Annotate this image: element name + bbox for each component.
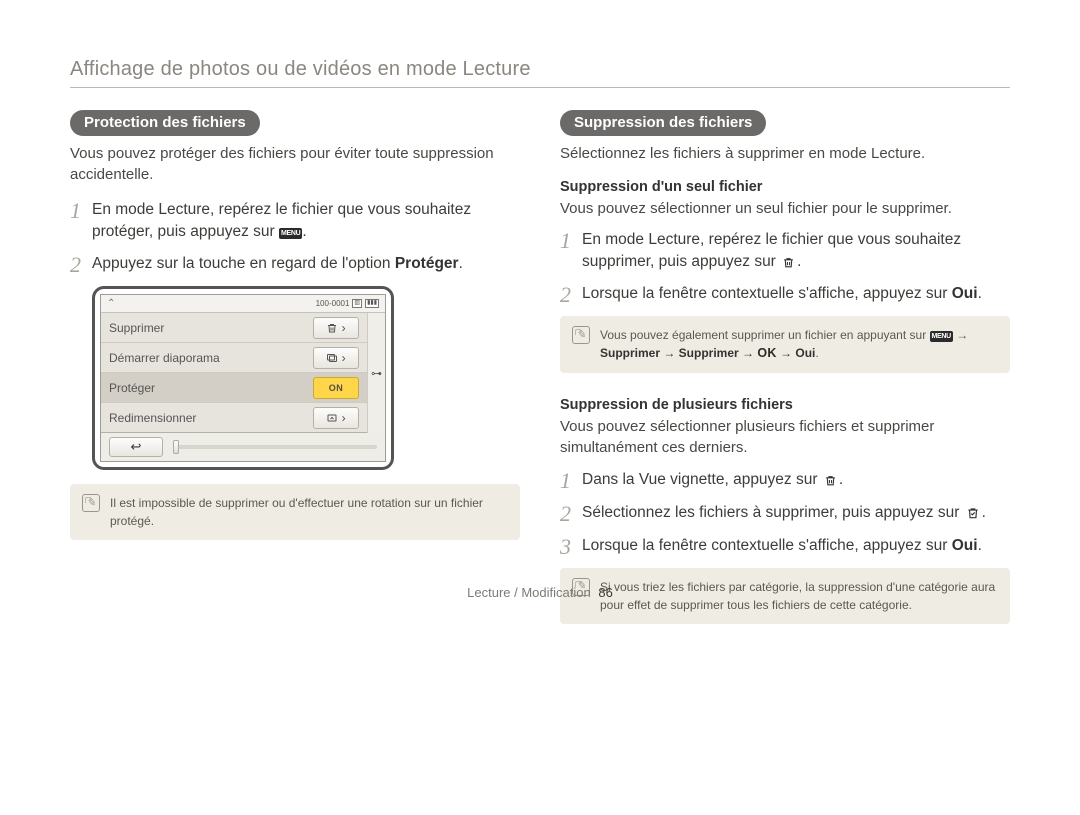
footer-section: Lecture / Modification — [467, 585, 591, 600]
note-icon: ✎ — [572, 326, 590, 344]
subheading: Suppression de plusieurs fichiers — [560, 397, 1010, 413]
file-number: 100-0001 — [316, 299, 350, 308]
menu-row-delete[interactable]: Supprimer › — [101, 313, 367, 343]
steps-protection: 1 En mode Lecture, repérez le fichier qu… — [70, 199, 520, 276]
page-footer: Lecture / Modification 86 — [0, 585, 1080, 600]
note-icon: ✎ — [82, 494, 100, 512]
ok-icon: OK — [757, 344, 776, 363]
battery-icon: ▮▮▮ — [365, 299, 379, 308]
slider-track[interactable] — [173, 445, 377, 449]
note-text: Il est impossible de supprimer ou d'effe… — [110, 494, 508, 530]
menu-label: Supprimer — [109, 321, 313, 335]
on-toggle[interactable]: ON — [313, 377, 359, 399]
subheading: Suppression d'un seul fichier — [560, 179, 1010, 195]
page-title: Affichage de photos ou de vidéos en mode… — [70, 58, 1010, 81]
col-right: Suppression des fichiers Sélectionnez le… — [560, 110, 1010, 624]
bottom-bar: ↩ — [101, 433, 385, 461]
intro-text: Sélectionnez les fichiers à supprimer en… — [560, 144, 1010, 165]
menu-icon: MENU — [930, 331, 953, 342]
step-1: 1 Dans la Vue vignette, appuyez sur . — [560, 469, 1010, 492]
step-1: 1 En mode Lecture, repérez le fichier qu… — [560, 229, 1010, 273]
steps-delete-many: 1 Dans la Vue vignette, appuyez sur . 2 … — [560, 469, 1010, 558]
menu-label: Redimensionner — [109, 411, 313, 425]
step-2: 2 Lorsque la fenêtre contextuelle s'affi… — [560, 283, 1010, 306]
menu-row-slideshow[interactable]: Démarrer diaporama › — [101, 343, 367, 373]
key-icon: ⊶ — [371, 367, 382, 380]
step-2: 2 Sélectionnez les fichiers à supprimer,… — [560, 502, 1010, 525]
section-pill-delete: Suppression des fichiers — [560, 110, 766, 136]
menu-row-resize[interactable]: Redimensionner › — [101, 403, 367, 433]
note-text: Vous pouvez également supprimer un fichi… — [600, 326, 968, 363]
col-left: Protection des fichiers Vous pouvez prot… — [70, 110, 520, 624]
menu-list: Supprimer › Démarrer diaporama › — [101, 313, 385, 433]
step-number: 1 — [70, 200, 92, 243]
manual-page: Affichage de photos ou de vidéos en mode… — [0, 0, 1080, 624]
back-button[interactable]: ↩ — [109, 437, 163, 457]
slider-thumb[interactable] — [173, 440, 179, 454]
section-pill-protection: Protection des fichiers — [70, 110, 260, 136]
rule — [70, 87, 1010, 88]
step-text: Appuyez sur la touche en regard de l'opt… — [92, 255, 395, 272]
step-bold: Protéger — [395, 255, 459, 272]
paragraph: Vous pouvez sélectionner un seul fichier… — [560, 199, 1010, 220]
intro-text: Vous pouvez protéger des fichiers pour é… — [70, 144, 520, 185]
menu-label: Protéger — [109, 381, 313, 395]
step-number: 2 — [70, 254, 92, 276]
note-box: ✎ Vous pouvez également supprimer un fic… — [560, 316, 1010, 373]
chevron-up-icon: ⌃ — [107, 298, 115, 309]
resize-icon[interactable]: › — [313, 407, 359, 429]
status-bar: ⌃ 100-0001 ▥ ▮▮▮ — [101, 295, 385, 313]
slideshow-icon[interactable]: › — [313, 347, 359, 369]
menu-label: Démarrer diaporama — [109, 351, 313, 365]
camera-screen: ⌃ 100-0001 ▥ ▮▮▮ Supprimer — [92, 286, 394, 470]
trash-check-icon — [966, 506, 980, 520]
page-number: 86 — [598, 585, 612, 600]
step-1: 1 En mode Lecture, repérez le fichier qu… — [70, 199, 520, 243]
step-3: 3 Lorsque la fenêtre contextuelle s'affi… — [560, 535, 1010, 558]
trash-icon[interactable]: › — [313, 317, 359, 339]
note-box: ✎ Il est impossible de supprimer ou d'ef… — [70, 484, 520, 540]
columns: Protection des fichiers Vous pouvez prot… — [70, 110, 1010, 624]
lcd: ⌃ 100-0001 ▥ ▮▮▮ Supprimer — [100, 294, 386, 462]
menu-icon: MENU — [279, 228, 302, 239]
paragraph: Vous pouvez sélectionner plusieurs fichi… — [560, 417, 1010, 458]
menu-row-protect[interactable]: Protéger ON — [101, 373, 367, 403]
trash-icon — [782, 256, 795, 269]
trash-icon — [824, 474, 837, 487]
step-2: 2 Appuyez sur la touche en regard de l'o… — [70, 253, 520, 276]
sd-icon: ▥ — [352, 299, 362, 308]
step-text: . — [302, 223, 306, 240]
steps-delete-one: 1 En mode Lecture, repérez le fichier qu… — [560, 229, 1010, 306]
